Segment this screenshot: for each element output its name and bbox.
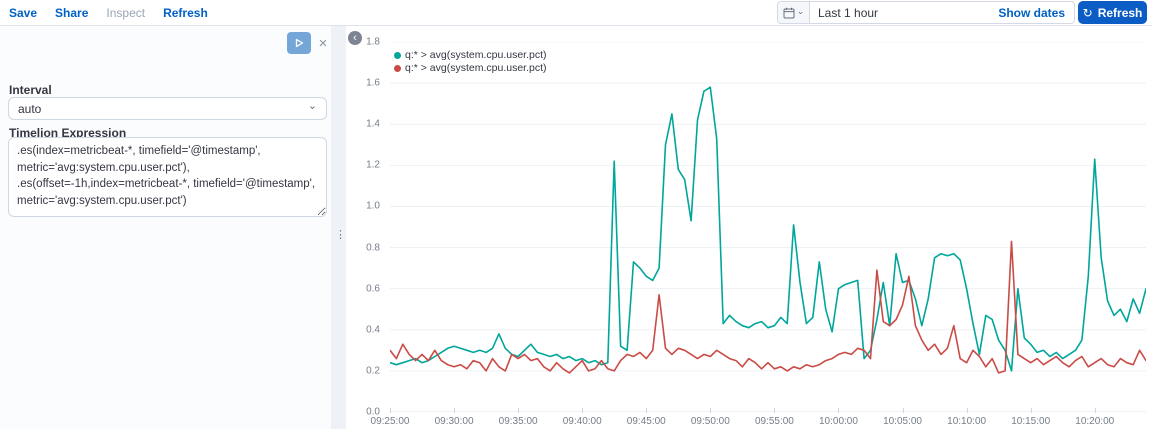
y-axis-label: 1.4	[366, 118, 380, 130]
refresh-link[interactable]: Refresh	[163, 5, 208, 20]
x-axis-tick	[1094, 408, 1096, 413]
expression-label: Timelion Expression	[9, 126, 127, 140]
save-button[interactable]: Save	[9, 5, 38, 20]
play-icon	[295, 38, 304, 48]
x-axis-tick	[646, 408, 648, 413]
timelion-editor-panel: × Interval auto ⌄ Timelion Expression .e…	[0, 26, 331, 429]
refresh-button[interactable]: ↻ Refresh	[1078, 1, 1147, 24]
legend-series-label: q:* > avg(system.cpu.user.pct)	[405, 61, 547, 74]
toolbar-links: Save Share Inspect Refresh	[0, 6, 208, 20]
series-line-0	[390, 86, 1146, 372]
legend-item[interactable]: q:* > avg(system.cpu.user.pct)	[394, 50, 547, 60]
chevron-left-icon: ‹	[353, 32, 357, 44]
timelion-expression-input[interactable]: .es(index=metricbeat-*, timefield='@time…	[8, 137, 327, 217]
time-range-display[interactable]: Last 1 hour	[818, 5, 879, 20]
y-axis-label: 0.2	[366, 365, 380, 377]
x-axis-tick	[838, 408, 840, 413]
chart-plot[interactable]	[390, 42, 1146, 412]
series-line-1	[390, 240, 1146, 374]
panel-resizer[interactable]: ⋮	[331, 26, 346, 429]
close-editor-button[interactable]: ×	[314, 32, 332, 54]
refresh-button-label: Refresh	[1097, 5, 1143, 20]
x-axis-tick	[902, 408, 904, 413]
interval-label: Interval	[9, 83, 52, 97]
y-axis-label: 1.6	[366, 77, 380, 89]
x-axis-label: 10:15:00	[1011, 416, 1051, 427]
super-date-picker: ⌄ Last 1 hour Show dates	[777, 1, 1075, 24]
x-axis: 09:25:00 09:30:00 09:35:00 09:40:00 09:45:00…	[371, 408, 1146, 428]
legend-item[interactable]: q:* > avg(system.cpu.user.pct)	[394, 63, 547, 73]
editor-toolbar: ×	[0, 32, 331, 56]
x-axis-tick	[774, 408, 776, 413]
x-axis-label: 09:45:00	[626, 416, 666, 427]
x-axis-tick	[518, 408, 520, 413]
share-button[interactable]: Share	[55, 5, 89, 20]
x-axis-label: 09:30:00	[434, 416, 474, 427]
y-axis-label: 1.2	[366, 159, 380, 171]
inspect-button[interactable]: Inspect	[106, 5, 146, 20]
interval-select-value: auto	[18, 101, 42, 116]
calendar-icon	[783, 7, 795, 18]
top-toolbar: Save Share Inspect Refresh ⌄ Last 1 hour…	[0, 0, 1152, 26]
x-axis-label: 09:25:00	[370, 416, 410, 427]
legend-series-dot	[394, 51, 401, 59]
y-axis-label: 1.0	[366, 200, 380, 212]
x-axis-tick	[454, 408, 456, 413]
y-axis: 0.0 0.2 0.4 0.6 0.8 1.0 1.2 1.4 1.6 1.8	[346, 37, 384, 418]
legend-series-label: q:* > avg(system.cpu.user.pct)	[405, 48, 547, 61]
x-axis-label: 09:50:00	[690, 416, 730, 427]
x-axis-label: 10:20:00	[1075, 416, 1115, 427]
x-axis-tick	[582, 408, 584, 413]
show-dates-button[interactable]: Show dates	[998, 5, 1065, 20]
run-expression-button[interactable]	[287, 32, 311, 54]
y-axis-label: 0.6	[366, 283, 380, 295]
x-axis-label: 09:35:00	[498, 416, 538, 427]
chart-legend: q:* > avg(system.cpu.user.pct) q:* > avg(…	[394, 50, 547, 76]
y-axis-label: 1.8	[366, 36, 380, 48]
y-axis-label: 0.4	[366, 324, 380, 336]
timeseries-chart	[390, 42, 1146, 412]
close-icon: ×	[318, 34, 328, 52]
y-axis-label: 0.0	[366, 406, 380, 418]
x-axis-label: 10:05:00	[883, 416, 922, 427]
x-axis-label: 10:10:00	[947, 416, 987, 427]
x-axis-tick	[390, 408, 391, 413]
chevron-down-icon: ⌄	[796, 5, 805, 16]
x-axis-tick	[710, 408, 712, 413]
x-axis-label: 10:00:00	[819, 416, 858, 427]
x-axis-label: 09:55:00	[754, 416, 794, 427]
y-axis-label: 0.8	[366, 242, 380, 254]
refresh-icon: ↻	[1082, 5, 1093, 20]
collapse-editor-button[interactable]: ‹	[348, 31, 362, 45]
x-axis-tick	[1030, 408, 1032, 413]
date-quick-menu-button[interactable]: ⌄	[778, 2, 810, 23]
legend-series-dot	[394, 64, 401, 72]
interval-select[interactable]: auto ⌄	[8, 97, 327, 120]
x-axis-tick	[966, 408, 968, 413]
chart-area: ‹ 0.0 0.2 0.4 0.6 0.8 1.0 1.2 1.4 1.6 1.8 q:* > a…	[346, 26, 1152, 429]
chevron-down-icon: ⌄	[307, 100, 317, 112]
x-axis-label: 09:40:00	[562, 416, 602, 427]
resizer-grip-icon: ⋮	[335, 228, 346, 241]
